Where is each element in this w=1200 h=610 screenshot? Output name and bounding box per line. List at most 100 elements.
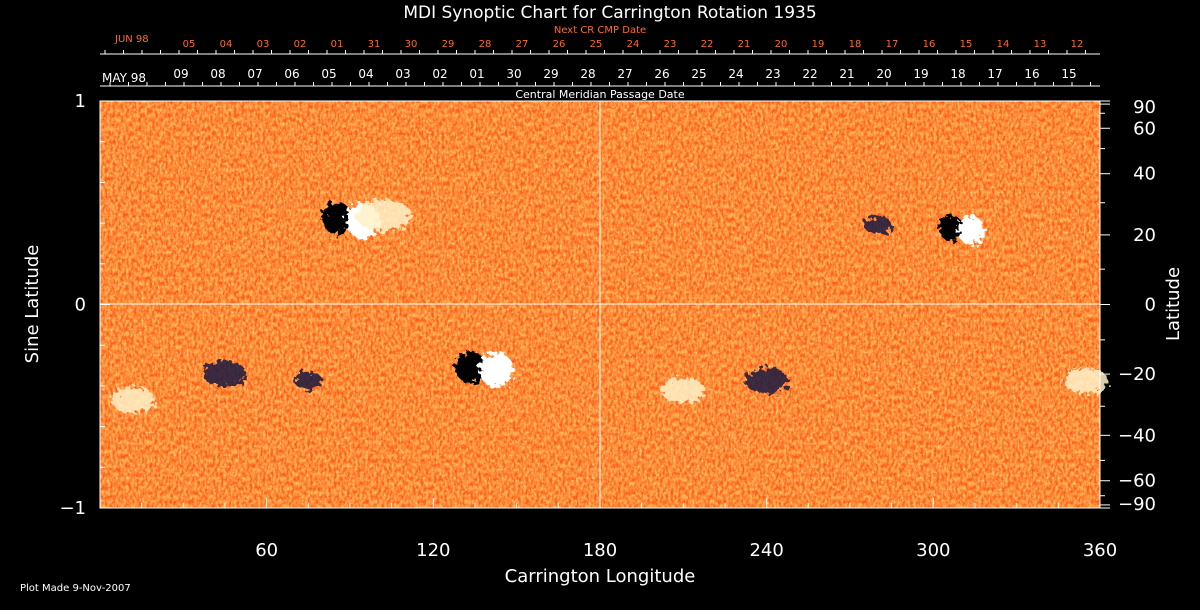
cmp-date-label: 04 <box>358 67 373 81</box>
top-date-label: 20 <box>775 39 788 50</box>
y-right-tick-label: −90 <box>1118 494 1156 515</box>
y-right-tick-label: 60 <box>1133 118 1156 139</box>
positive-spot <box>111 387 156 414</box>
top-date-label: 14 <box>997 39 1010 50</box>
top-date-label: 03 <box>257 39 270 50</box>
top-axis-start-label: JUN 98 <box>114 34 149 45</box>
bottom-axis-start-label: MAY 98 <box>102 71 146 85</box>
active-regions <box>111 199 1109 414</box>
cmp-date-label: 16 <box>1024 67 1039 81</box>
positive-spot <box>957 215 985 245</box>
x-tick-label: 360 <box>1083 540 1117 561</box>
y-axis-right-label: Latitude <box>1163 267 1184 341</box>
active-region <box>939 215 985 245</box>
active-region <box>661 377 706 404</box>
negative-spot <box>863 215 892 234</box>
active-region <box>355 199 412 232</box>
cmp-date-label: 01 <box>469 67 484 81</box>
cmp-date-label: 02 <box>432 67 447 81</box>
negative-spot <box>455 351 487 384</box>
cmp-date-label: 24 <box>728 67 743 81</box>
top-date-label: 24 <box>627 39 640 50</box>
top-date-label: 12 <box>1071 39 1084 50</box>
y-right-tick-label: −20 <box>1118 364 1156 385</box>
top-date-label: 21 <box>738 39 751 50</box>
cmp-date-label: 26 <box>654 67 669 81</box>
cmp-date-label: 03 <box>395 67 410 81</box>
bottom-axis-title: Central Meridian Passage Date <box>515 88 684 101</box>
top-date-label: 29 <box>442 39 455 50</box>
active-region <box>863 215 892 234</box>
cmp-date-label: 06 <box>284 67 299 81</box>
active-region <box>744 367 789 394</box>
cmp-date-label: 25 <box>691 67 706 81</box>
cmp-date-label: 05 <box>321 67 336 81</box>
plot-made-note: Plot Made 9-Nov-2007 <box>20 583 131 594</box>
x-tick-label: 60 <box>255 540 278 561</box>
top-date-label: 16 <box>923 39 936 50</box>
top-date-label: 13 <box>1034 39 1047 50</box>
top-date-label: 28 <box>479 39 492 50</box>
top-date-label: 27 <box>516 39 529 50</box>
cmp-date-label: 23 <box>765 67 780 81</box>
y-right-tick-label: 40 <box>1133 164 1156 185</box>
active-region <box>1064 367 1109 394</box>
active-region <box>294 371 323 390</box>
y-right-tick-label: 20 <box>1133 225 1156 246</box>
y-right-tick-label: 0 <box>1145 295 1156 316</box>
negative-spot <box>294 371 323 390</box>
y-left-tick-label: 1 <box>75 91 86 112</box>
top-date-label: 31 <box>368 39 381 50</box>
top-date-label: 23 <box>664 39 677 50</box>
x-tick-label: 120 <box>416 540 450 561</box>
x-tick-label: 180 <box>583 540 617 561</box>
top-axis-title: Next CR CMP Date <box>554 25 646 36</box>
y-right-tick-label: 90 <box>1133 97 1156 118</box>
cmp-date-label: 22 <box>802 67 817 81</box>
cmp-date-label: 15 <box>1061 67 1076 81</box>
cmp-date-label: 08 <box>210 67 225 81</box>
bottom-axis-dates: 09 08 07 06 05 04 03 02 01 30 29 28 27 26 25 24 23 22 21 20… <box>109 67 1091 86</box>
y-right-tick-label: −40 <box>1118 425 1156 446</box>
cmp-date-label: 09 <box>173 67 188 81</box>
y-axis-left-ticks: 1 0 −1 <box>59 91 110 519</box>
active-region <box>203 361 247 388</box>
y-axis-left-label: Sine Latitude <box>22 245 43 364</box>
x-axis-ticks: 60 120 180 240 300 360 <box>99 498 1117 561</box>
positive-spot <box>355 199 412 232</box>
x-tick-label: 240 <box>749 540 783 561</box>
negative-spot <box>322 202 353 235</box>
negative-spot <box>744 367 789 394</box>
cmp-date-label: 21 <box>839 67 854 81</box>
cmp-date-label: 29 <box>543 67 558 81</box>
active-region <box>455 351 513 387</box>
cmp-date-label: 20 <box>876 67 891 81</box>
active-region <box>111 387 156 414</box>
top-date-label: 17 <box>886 39 899 50</box>
x-tick-label: 300 <box>916 540 950 561</box>
cmp-date-label: 30 <box>506 67 521 81</box>
y-left-tick-label: 0 <box>75 295 86 316</box>
top-date-label: 19 <box>812 39 825 50</box>
top-axis-dates: 05 04 03 02 01 31 30 29 28 27 26 25 24 23 22 21 20 19 18 17… <box>104 39 1086 54</box>
x-axis-label: Carrington Longitude <box>505 566 696 587</box>
top-date-label: 01 <box>331 39 344 50</box>
negative-spot <box>203 361 247 388</box>
positive-spot <box>661 377 706 404</box>
cmp-date-label: 27 <box>617 67 632 81</box>
cmp-date-label: 18 <box>950 67 965 81</box>
top-date-label: 02 <box>294 39 307 50</box>
cmp-date-label: 17 <box>987 67 1002 81</box>
cmp-date-label: 19 <box>913 67 928 81</box>
top-date-label: 22 <box>701 39 714 50</box>
negative-spot <box>939 215 964 242</box>
cmp-date-label: 28 <box>580 67 595 81</box>
y-right-tick-label: −60 <box>1118 471 1156 492</box>
top-date-label: 26 <box>553 39 566 50</box>
top-date-label: 18 <box>849 39 862 50</box>
top-date-label: 25 <box>590 39 603 50</box>
positive-spot <box>1064 367 1109 394</box>
positive-spot <box>479 351 513 387</box>
y-left-tick-label: −1 <box>59 498 86 519</box>
